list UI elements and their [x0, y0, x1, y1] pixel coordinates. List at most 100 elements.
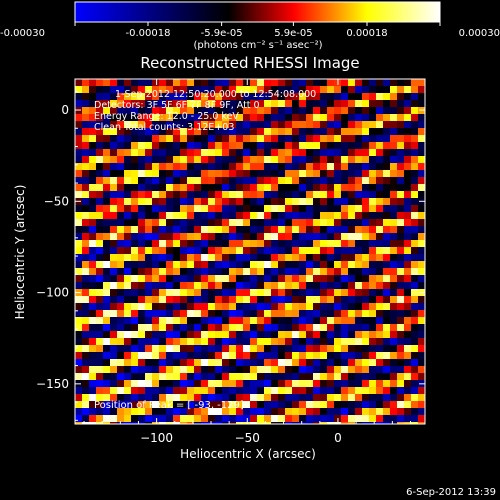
- heatmap-cell: [411, 128, 419, 136]
- heatmap-cell: [320, 261, 328, 269]
- heatmap-cell: [159, 401, 167, 409]
- heatmap-cell: [362, 93, 370, 101]
- heatmap-cell: [222, 338, 230, 346]
- heatmap-cell: [82, 282, 90, 290]
- heatmap-cell: [166, 135, 174, 143]
- heatmap-cell: [89, 261, 97, 269]
- heatmap-cell: [320, 289, 328, 297]
- heatmap-cell: [96, 303, 104, 311]
- heatmap-cell: [75, 296, 83, 304]
- heatmap-cell: [173, 149, 181, 157]
- heatmap-cell: [271, 282, 279, 290]
- heatmap-cell: [201, 121, 209, 129]
- heatmap-cell: [348, 128, 356, 136]
- heatmap-cell: [110, 163, 118, 171]
- heatmap-cell: [152, 317, 160, 325]
- heatmap-cell: [250, 177, 258, 185]
- heatmap-cell: [124, 177, 132, 185]
- heatmap-cell: [166, 408, 174, 416]
- colorbar-units-label: (photons cm⁻² s⁻¹ asec⁻²): [193, 40, 322, 51]
- heatmap-cell: [131, 100, 139, 108]
- heatmap-cell: [236, 128, 244, 136]
- heatmap-cell: [201, 373, 209, 381]
- heatmap-cell: [215, 121, 223, 129]
- heatmap-cell: [404, 191, 412, 199]
- heatmap-cell: [271, 380, 279, 388]
- heatmap-cell: [236, 345, 244, 353]
- heatmap-cell: [138, 303, 146, 311]
- heatmap-cell: [369, 142, 377, 150]
- heatmap-cell: [75, 373, 83, 381]
- heatmap-cell: [229, 366, 237, 374]
- heatmap-cell: [180, 387, 188, 395]
- heatmap-cell: [369, 107, 377, 115]
- heatmap-cell: [383, 198, 391, 206]
- heatmap-cell: [222, 415, 230, 423]
- heatmap-cell: [229, 373, 237, 381]
- heatmap-cell: [264, 79, 272, 87]
- heatmap-cell: [138, 331, 146, 339]
- heatmap-cell: [299, 247, 307, 255]
- heatmap-cell: [82, 366, 90, 374]
- heatmap-cell: [278, 268, 286, 276]
- heatmap-cell: [89, 387, 97, 395]
- heatmap-cell: [229, 345, 237, 353]
- heatmap-cell: [138, 394, 146, 402]
- heatmap-cell: [306, 289, 314, 297]
- heatmap-cell: [306, 163, 314, 171]
- heatmap-cell: [334, 331, 342, 339]
- heatmap-cell: [418, 100, 425, 108]
- heatmap-cell: [236, 338, 244, 346]
- heatmap-cell: [369, 345, 377, 353]
- heatmap-cell: [222, 226, 230, 234]
- heatmap-cell: [166, 317, 174, 325]
- heatmap-cell: [201, 156, 209, 164]
- heatmap-cell: [299, 135, 307, 143]
- heatmap-cell: [201, 226, 209, 234]
- heatmap-cell: [383, 107, 391, 115]
- heatmap-cell: [292, 191, 300, 199]
- heatmap-cell: [404, 268, 412, 276]
- heatmap-cell: [82, 275, 90, 283]
- heatmap-cell: [299, 79, 307, 87]
- heatmap-cell: [411, 422, 419, 424]
- heatmap-cell: [229, 198, 237, 206]
- heatmap-cell: [285, 380, 293, 388]
- y-tick-label: −100: [36, 286, 69, 300]
- heatmap-cell: [215, 163, 223, 171]
- heatmap-cell: [236, 415, 244, 423]
- heatmap-cell: [257, 387, 265, 395]
- heatmap-cell: [215, 338, 223, 346]
- heatmap-cell: [264, 268, 272, 276]
- heatmap-cell: [215, 93, 223, 101]
- heatmap-cell: [313, 359, 321, 367]
- heatmap-cell: [299, 268, 307, 276]
- heatmap-cell: [222, 247, 230, 255]
- heatmap-cell: [208, 408, 216, 416]
- heatmap-cell: [236, 79, 244, 87]
- heatmap-cell: [327, 142, 335, 150]
- heatmap-cell: [264, 212, 272, 220]
- heatmap-cell: [89, 338, 97, 346]
- heatmap-cell: [166, 79, 174, 87]
- heatmap-cell: [180, 331, 188, 339]
- heatmap-cell: [334, 282, 342, 290]
- heatmap-cell: [292, 149, 300, 157]
- heatmap-cell: [201, 254, 209, 262]
- heatmap-cell: [159, 128, 167, 136]
- heatmap-cell: [264, 121, 272, 129]
- heatmap-cell: [383, 149, 391, 157]
- heatmap-cell: [152, 142, 160, 150]
- heatmap-cell: [383, 401, 391, 409]
- heatmap-cell: [187, 233, 195, 241]
- heatmap-cell: [327, 121, 335, 129]
- heatmap-cell: [103, 163, 111, 171]
- heatmap-cell: [208, 86, 216, 94]
- heatmap-cell: [145, 128, 153, 136]
- heatmap-cell: [362, 324, 370, 332]
- heatmap-cell: [166, 247, 174, 255]
- heatmap-cell: [348, 289, 356, 297]
- heatmap-cell: [390, 205, 398, 213]
- heatmap-cell: [285, 240, 293, 248]
- heatmap-cell: [201, 128, 209, 136]
